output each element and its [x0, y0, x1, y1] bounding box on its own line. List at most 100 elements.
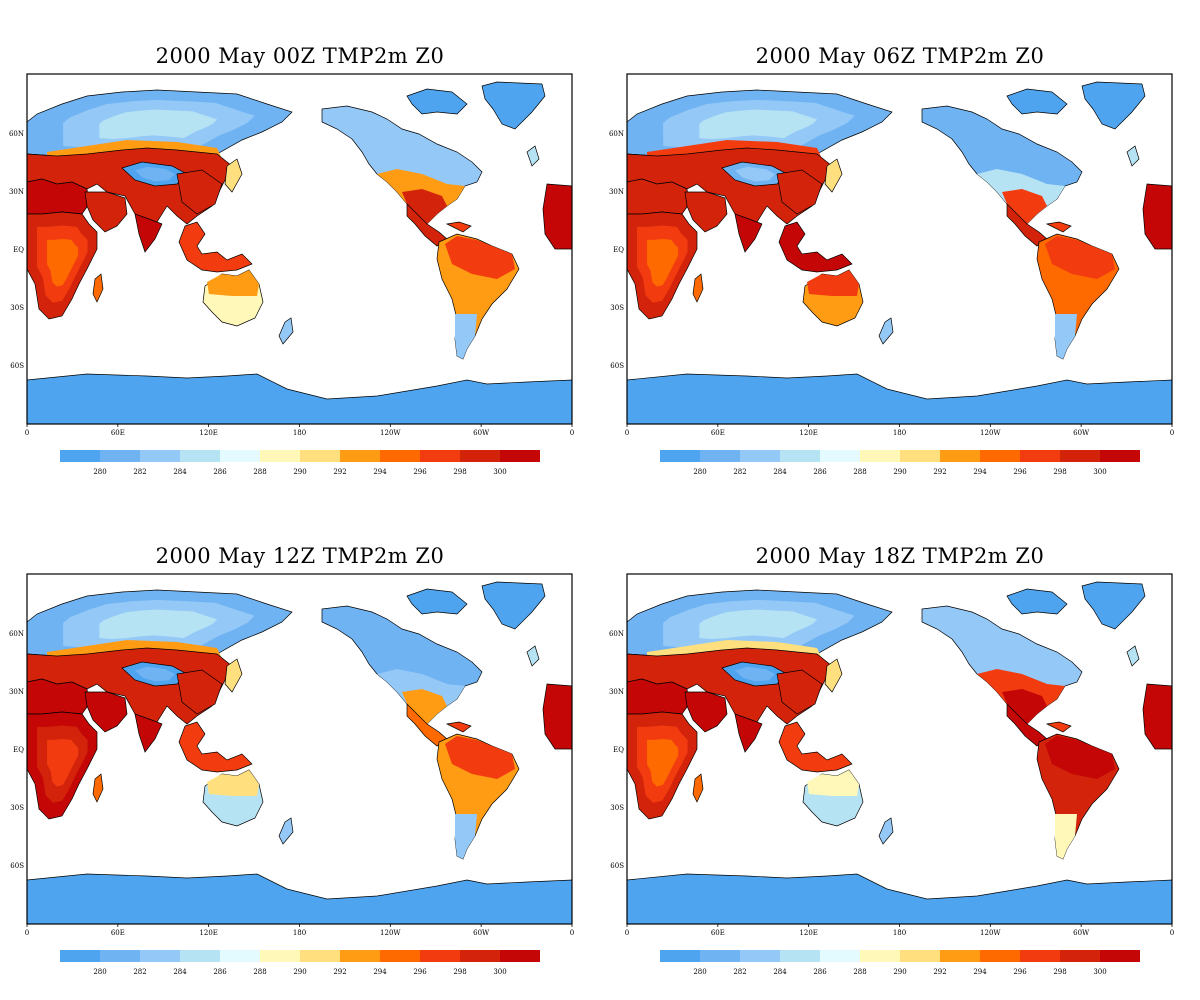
legend-label: 292	[333, 968, 346, 976]
land-japan	[824, 658, 843, 693]
land-greenland	[1081, 581, 1146, 630]
land-caribbean	[445, 221, 472, 233]
lon-tick-label: 120E	[199, 929, 217, 937]
lon-tick-label: 180	[893, 429, 906, 437]
lon-tick-label: 60W	[1073, 929, 1090, 937]
lon-tick-label: 60W	[473, 929, 490, 937]
legend-label: 294	[373, 468, 387, 476]
panel-06z: 2000 May 06Z TMP2m Z0 0 60E 120E 180 120W 60W…	[600, 0, 1200, 500]
lat-tick-label: 30S	[610, 304, 624, 312]
legend-label: 284	[773, 468, 787, 476]
land-arabia	[684, 191, 728, 233]
land-japan	[824, 158, 843, 193]
south-america-north	[445, 736, 515, 779]
panel-title: 2000 May 06Z TMP2m Z0	[755, 44, 1045, 68]
legend-swatch	[700, 950, 740, 962]
land-africa-band	[47, 238, 79, 287]
temperature-map: 0 60E 120E 180 120W 60W 0 60N 30N EQ 30S 60S 280 282 2…	[9, 73, 574, 476]
legend-swatch	[60, 450, 100, 462]
legend-label: 292	[933, 468, 946, 476]
legend-swatch	[900, 950, 940, 962]
temperature-map: 0 60E 120E 180 120W 60W 0 60N 30N EQ 30S 60S 280 282 2…	[9, 573, 574, 976]
land-southeast-asia	[778, 221, 853, 273]
legend-label: 298	[1053, 968, 1066, 976]
legend-label: 300	[493, 468, 506, 476]
legend-swatch	[980, 450, 1020, 462]
land-eurasia-north-band	[699, 109, 818, 139]
land-arabia	[84, 691, 128, 733]
land-arctic-islands	[1006, 588, 1068, 615]
legend-swatch	[740, 450, 780, 462]
legend-swatch	[340, 450, 380, 462]
legend-swatch	[140, 950, 180, 962]
legend-label: 280	[693, 968, 706, 976]
legend-label: 286	[213, 468, 227, 476]
north-america-south	[402, 689, 447, 724]
land-madagascar	[692, 773, 704, 803]
south-america-north	[1045, 736, 1115, 779]
legend-label: 300	[493, 968, 506, 976]
legend-label: 286	[813, 968, 827, 976]
land-southeast-asia	[178, 721, 253, 773]
lon-tick-label: 0	[570, 429, 574, 437]
lat-tick-label: 30N	[609, 188, 624, 196]
lat-tick-label: EQ	[613, 746, 624, 754]
south-america-south	[1055, 814, 1077, 859]
land-caribbean	[445, 721, 472, 733]
land-china	[776, 669, 823, 715]
land-india	[734, 213, 763, 253]
land-china	[776, 169, 823, 215]
australia-north	[807, 270, 859, 296]
lon-tick-label: 0	[25, 929, 29, 937]
legend-label: 292	[933, 968, 946, 976]
lat-tick-label: EQ	[13, 246, 24, 254]
legend-label: 288	[253, 968, 266, 976]
lon-tick-label: 60W	[473, 429, 490, 437]
legend-swatch	[60, 950, 100, 962]
lon-tick-label: 120W	[980, 929, 1001, 937]
legend-swatch	[740, 950, 780, 962]
land-arabia	[684, 691, 728, 733]
lon-tick-label: 120E	[199, 429, 217, 437]
land-arabia	[84, 191, 128, 233]
legend-swatch	[820, 950, 860, 962]
legend-swatch	[420, 950, 460, 962]
lat-tick-label: 30S	[10, 304, 24, 312]
legend-swatch	[380, 950, 420, 962]
land-southeast-asia	[178, 221, 253, 273]
land-greenland	[481, 581, 546, 630]
lon-tick-label: 180	[293, 429, 306, 437]
legend-label: 282	[133, 468, 146, 476]
land-southeast-asia	[778, 721, 853, 773]
legend-label: 296	[1013, 968, 1027, 976]
legend-swatch	[300, 950, 340, 962]
legend-swatch	[860, 450, 900, 462]
lat-tick-label: 30S	[610, 804, 624, 812]
land-caribbean	[1045, 721, 1072, 733]
legend-swatch	[460, 450, 500, 462]
legend-label: 286	[813, 468, 827, 476]
land-greenland	[481, 81, 546, 130]
lon-tick-label: 60E	[111, 429, 125, 437]
lat-tick-label: EQ	[13, 746, 24, 754]
legend-label: 296	[413, 468, 427, 476]
panel-title: 2000 May 00Z TMP2m Z0	[155, 44, 445, 68]
land-japan	[224, 658, 243, 693]
lat-tick-label: 60S	[10, 362, 24, 370]
legend-swatch	[1020, 950, 1060, 962]
legend-swatch	[180, 450, 220, 462]
legend-swatch	[940, 450, 980, 462]
legend-label: 280	[93, 968, 106, 976]
legend-label: 294	[973, 468, 987, 476]
lon-tick-label: 120W	[380, 429, 401, 437]
legend-swatch	[140, 450, 180, 462]
land-madagascar	[92, 273, 104, 303]
lat-tick-label: 60N	[9, 130, 24, 138]
lon-tick-label: 180	[893, 929, 906, 937]
legend-swatch	[180, 950, 220, 962]
australia-north	[807, 770, 859, 796]
legend-label: 284	[173, 468, 187, 476]
land-madagascar	[92, 773, 104, 803]
legend-label: 290	[293, 468, 306, 476]
legend-swatch	[260, 450, 300, 462]
